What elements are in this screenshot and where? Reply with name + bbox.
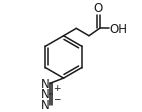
Text: +: +	[53, 83, 60, 92]
Text: N: N	[41, 77, 49, 90]
Text: N: N	[41, 98, 49, 111]
Text: −: −	[53, 94, 60, 102]
Text: O: O	[94, 2, 103, 15]
Text: OH: OH	[110, 23, 128, 36]
Text: N: N	[41, 88, 49, 101]
